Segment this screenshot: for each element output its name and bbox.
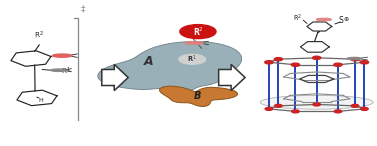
Text: $\oplus$: $\oplus$ xyxy=(343,15,350,23)
Polygon shape xyxy=(219,64,245,91)
Text: R$^2$: R$^2$ xyxy=(34,29,43,41)
Polygon shape xyxy=(159,86,238,106)
Text: R$^1$: R$^1$ xyxy=(187,54,197,65)
Circle shape xyxy=(313,103,320,106)
Text: H: H xyxy=(39,98,44,103)
Circle shape xyxy=(351,104,359,107)
Circle shape xyxy=(361,107,368,110)
Circle shape xyxy=(265,61,273,64)
Ellipse shape xyxy=(52,54,72,57)
Circle shape xyxy=(292,110,299,113)
Ellipse shape xyxy=(185,42,203,44)
Circle shape xyxy=(274,104,282,107)
Ellipse shape xyxy=(316,18,331,21)
Circle shape xyxy=(265,107,273,110)
Circle shape xyxy=(351,58,359,61)
Text: R$^1$: R$^1$ xyxy=(61,65,71,77)
Text: R$^2$: R$^2$ xyxy=(293,12,302,24)
Ellipse shape xyxy=(51,69,66,71)
Circle shape xyxy=(334,110,342,113)
Circle shape xyxy=(274,58,282,61)
Text: A: A xyxy=(144,55,154,68)
Text: B: B xyxy=(193,91,201,101)
Text: S: S xyxy=(339,16,343,25)
Text: R$^2$: R$^2$ xyxy=(193,25,203,38)
Ellipse shape xyxy=(347,58,362,60)
Circle shape xyxy=(360,61,369,64)
Circle shape xyxy=(291,63,300,66)
Polygon shape xyxy=(98,42,242,93)
Circle shape xyxy=(313,56,321,59)
Circle shape xyxy=(179,54,206,65)
Circle shape xyxy=(334,63,342,66)
Circle shape xyxy=(180,25,216,39)
Polygon shape xyxy=(102,64,128,91)
Ellipse shape xyxy=(260,95,373,109)
Text: $\ddagger$: $\ddagger$ xyxy=(80,3,86,15)
